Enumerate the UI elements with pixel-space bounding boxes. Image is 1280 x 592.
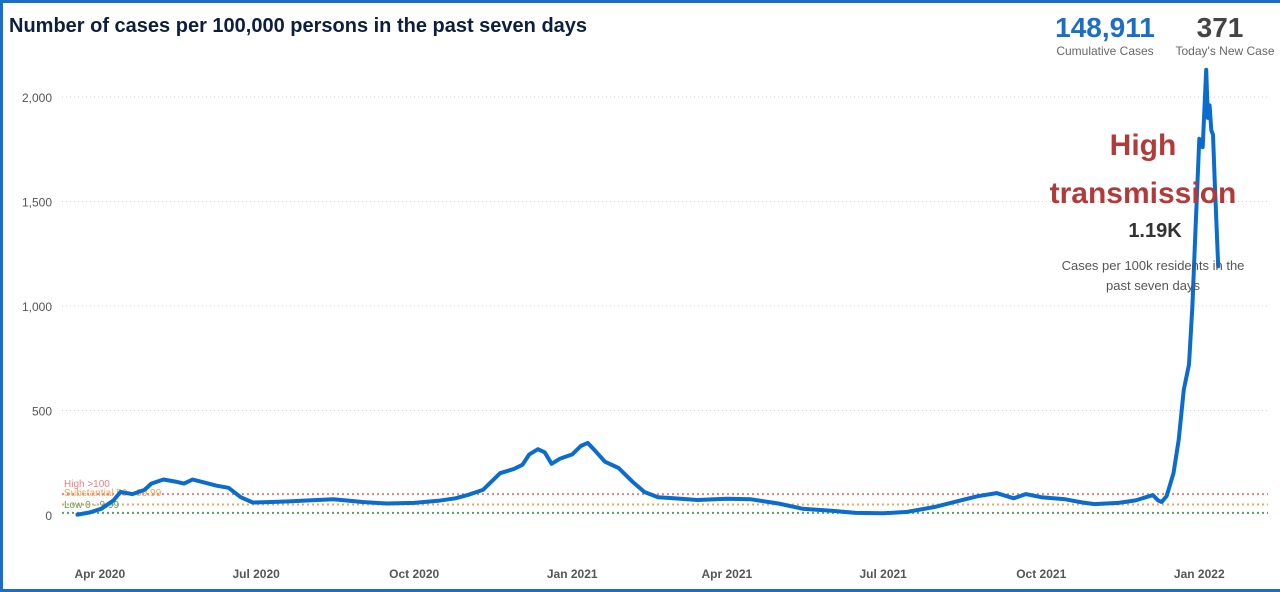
x-tick-label: Jan 2021 — [547, 567, 598, 581]
y-tick-label: 1,500 — [22, 196, 52, 210]
series-layer — [75, 67, 1221, 517]
transmission-level-title: High transmission — [1049, 129, 1237, 210]
x-tick-label: Oct 2020 — [389, 567, 439, 581]
cumulative-cases-label: Cumulative Cases — [1056, 44, 1154, 58]
x-axis: Apr 2020 Jul 2020 Oct 2020 Jan 2021 Apr 2021… — [74, 567, 1225, 581]
threshold-label: High >100 — [64, 479, 110, 490]
x-tick-label: Apr 2021 — [701, 567, 752, 581]
todays-new-cases-label: Today's New Case — [1175, 44, 1275, 58]
chart-title: Number of cases per 100,000 persons in t… — [9, 15, 588, 37]
todays-new-cases-value: 371 — [1196, 12, 1244, 43]
y-tick-label: 0 — [45, 509, 52, 523]
transmission-rate-value: 1.19K — [1128, 220, 1182, 242]
series-line — [75, 67, 1221, 517]
x-tick-label: Jul 2021 — [859, 567, 907, 581]
x-tick-label: Jul 2020 — [232, 567, 280, 581]
transmission-rate-caption: Cases per 100k residents in the past sev… — [1061, 258, 1245, 293]
y-tick-label: 1,000 — [22, 300, 52, 314]
x-tick-label: Oct 2021 — [1016, 567, 1066, 581]
x-tick-label: Apr 2020 — [74, 567, 125, 581]
y-tick-label: 2,000 — [22, 91, 52, 105]
threshold-label: Substantial 50 - 99.99 — [64, 488, 162, 499]
cumulative-cases-value: 148,911 — [1055, 12, 1155, 43]
y-axis: 0 500 1,000 1,500 2,000 — [22, 91, 52, 523]
x-tick-label: Jan 2022 — [1174, 567, 1225, 581]
gridlines — [62, 96, 1268, 411]
threshold-label: Low 0 - 9.99 — [64, 500, 119, 511]
y-tick-label: 500 — [32, 405, 52, 419]
